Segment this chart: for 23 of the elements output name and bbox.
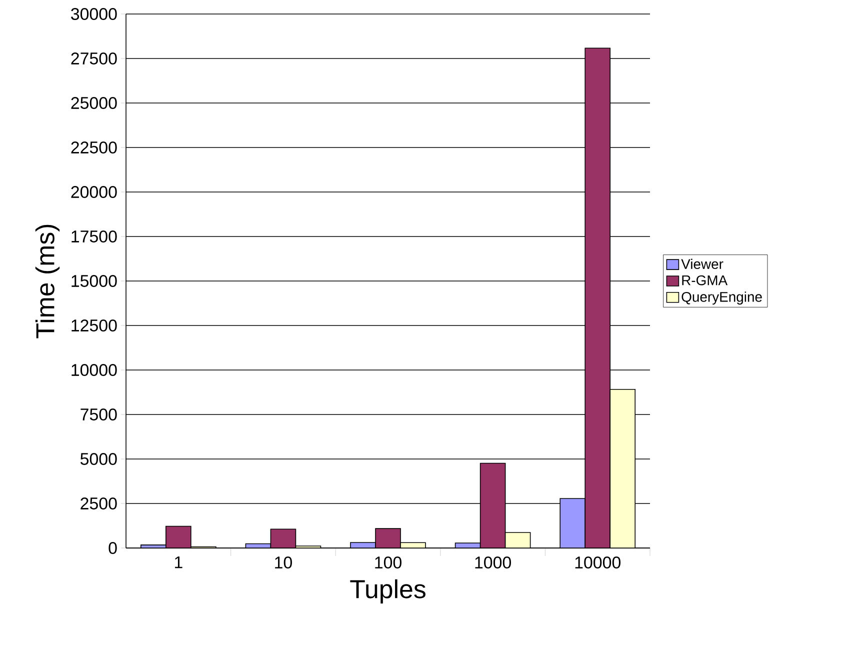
y-tick-label: 15000 xyxy=(72,274,117,287)
y-tick-label: 20000 xyxy=(71,186,117,198)
x-tick-label: 10 xyxy=(275,556,292,569)
y-tick-label: 30000 xyxy=(71,8,117,20)
y-tick-label: 7500 xyxy=(80,408,117,420)
y-tick-label: 25000 xyxy=(71,96,117,109)
y-tick-label: 17500 xyxy=(72,230,117,242)
x-tick-label: 1 xyxy=(174,556,182,568)
legend-label: R-GMA xyxy=(682,275,728,286)
y-tick-label: 22500 xyxy=(71,141,117,154)
legend-label: QueryEngine xyxy=(682,292,762,305)
y-tick-label: 0 xyxy=(108,542,117,554)
legend-label: Viewer xyxy=(681,258,724,270)
x-tick-label: 10000 xyxy=(575,556,620,569)
x-tick-label: 1000 xyxy=(475,556,511,569)
y-tick-label: 27500 xyxy=(71,52,117,64)
x-axis-title: Tuples xyxy=(350,579,426,604)
y-tick-label: 10000 xyxy=(72,364,117,376)
y-tick-label: 12500 xyxy=(72,319,117,332)
y-axis-title: Time (ms) xyxy=(35,224,60,338)
y-tick-label: 2500 xyxy=(80,497,117,510)
x-tick-label: 100 xyxy=(375,556,402,569)
y-tick-label: 5000 xyxy=(80,452,117,465)
